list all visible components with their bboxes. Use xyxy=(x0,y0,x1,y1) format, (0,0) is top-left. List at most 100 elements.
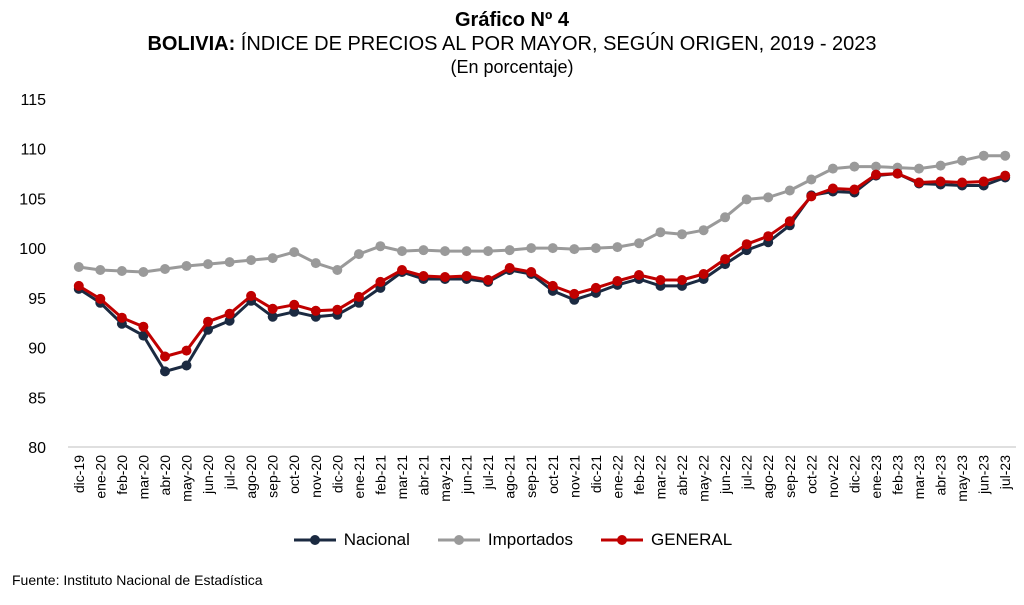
x-tick-label: abr-23 xyxy=(933,455,949,496)
data-point-importados xyxy=(547,243,558,254)
data-point-general xyxy=(267,303,278,314)
data-point-importados xyxy=(181,261,192,271)
y-tick-label: 85 xyxy=(28,390,46,407)
series-importados xyxy=(73,150,1011,277)
data-point-importados xyxy=(655,227,666,238)
data-point-general xyxy=(935,176,946,187)
chart-title-text: ÍNDICE DE PRECIOS AL POR MAYOR, SEGÚN OR… xyxy=(235,33,877,55)
y-tick-label: 100 xyxy=(19,241,46,258)
x-tick-label: ago-22 xyxy=(760,455,776,499)
x-tick-label: dic-19 xyxy=(71,455,87,493)
x-tick-label: may-22 xyxy=(696,455,712,502)
data-point-general xyxy=(741,239,752,250)
data-point-general xyxy=(547,280,558,291)
x-tick-label: sep-22 xyxy=(782,455,798,498)
x-tick-label: dic-20 xyxy=(329,455,345,493)
data-point-general xyxy=(612,276,623,286)
chart-legend: Nacional Importados GENERAL xyxy=(0,530,1024,550)
data-point-importados xyxy=(806,174,817,185)
x-tick-label: nov-20 xyxy=(308,455,324,498)
x-tick-label: ene-22 xyxy=(609,455,625,499)
chart-title-country: BOLIVIA: xyxy=(147,33,236,55)
data-point-general xyxy=(332,304,343,315)
data-point-general xyxy=(914,177,924,188)
data-point-importados xyxy=(634,238,644,249)
data-point-importados xyxy=(310,258,321,269)
legend-label-general: GENERAL xyxy=(650,530,733,549)
y-tick-label: 90 xyxy=(28,341,46,358)
chart-title: BOLIVIA: ÍNDICE DE PRECIOS AL POR MAYOR,… xyxy=(0,32,1024,56)
series-line-nacional xyxy=(77,172,1006,373)
data-point-importados xyxy=(73,262,84,272)
data-point-general xyxy=(116,312,127,323)
y-tick-label: 80 xyxy=(28,440,46,457)
data-point-importados xyxy=(784,185,795,196)
legend-marker-importados xyxy=(437,535,480,545)
data-point-general xyxy=(461,271,472,281)
x-tick-label: jun-21 xyxy=(459,455,475,495)
x-tick-label: oct-22 xyxy=(803,455,819,494)
x-tick-label: oct-21 xyxy=(545,455,561,494)
data-point-general xyxy=(310,305,321,316)
data-point-importados xyxy=(289,247,300,258)
data-point-importados xyxy=(526,243,537,254)
legend-label-nacional: Nacional xyxy=(343,530,410,549)
data-point-importados xyxy=(569,244,580,255)
data-point-general xyxy=(698,269,709,279)
data-point-importados xyxy=(203,259,213,270)
data-point-general xyxy=(375,276,386,287)
x-tick-label: jul-22 xyxy=(739,455,755,490)
legend-item-importados: Importados xyxy=(436,530,573,550)
data-point-general xyxy=(806,191,817,202)
data-point-general xyxy=(440,272,450,282)
x-tick-label: mar-20 xyxy=(135,455,151,500)
x-axis: dic-19 ene-20 feb-20 mar-20 abr-20 may-20 jun-… xyxy=(68,446,1016,502)
data-point-general xyxy=(353,291,364,302)
x-tick-label: feb-20 xyxy=(114,455,130,495)
data-point-general xyxy=(181,345,192,356)
data-point-nacional xyxy=(181,360,192,371)
y-tick-label: 95 xyxy=(28,291,46,308)
x-tick-label: nov-21 xyxy=(566,455,582,498)
data-point-importados xyxy=(461,246,472,257)
data-point-importados xyxy=(957,155,968,166)
x-tick-label: ene-20 xyxy=(92,455,108,499)
data-point-importados xyxy=(332,265,343,275)
data-point-general xyxy=(504,263,515,273)
data-point-general xyxy=(892,168,903,179)
data-point-importados xyxy=(353,249,364,260)
y-axis: 80 85 90 95 100 105 110 115 xyxy=(19,92,46,457)
x-tick-label: dic-22 xyxy=(846,455,862,493)
legend-marker-general xyxy=(600,535,643,545)
data-point-importados xyxy=(827,163,838,174)
chart-subtitle: (En porcentaje) xyxy=(450,57,574,77)
data-point-general xyxy=(634,270,644,280)
data-point-general xyxy=(827,183,838,194)
data-point-general xyxy=(677,275,687,285)
data-point-importados xyxy=(871,161,881,172)
data-point-general xyxy=(289,299,300,310)
data-point-general xyxy=(95,293,106,304)
x-tick-label: oct-20 xyxy=(286,455,302,494)
series-line-importados xyxy=(78,154,1006,274)
data-point-general xyxy=(871,169,881,180)
series-nacional xyxy=(73,168,1011,377)
x-tick-label: abr-21 xyxy=(416,455,432,496)
data-point-importados xyxy=(763,192,774,203)
data-point-general xyxy=(138,321,149,332)
data-point-importados xyxy=(698,225,709,236)
data-point-importados xyxy=(397,246,407,257)
data-point-nacional xyxy=(289,306,300,317)
data-point-nacional xyxy=(267,311,278,322)
data-point-general xyxy=(849,184,860,195)
x-tick-label: feb-21 xyxy=(372,455,388,495)
data-point-importados xyxy=(914,163,924,174)
x-tick-label: nov-22 xyxy=(825,455,841,498)
data-point-importados xyxy=(95,265,106,275)
chart-title-block: Gráfico Nº 4 BOLIVIA: ÍNDICE DE PRECIOS … xyxy=(0,8,1024,79)
series-general xyxy=(73,168,1011,362)
data-point-importados xyxy=(612,242,623,253)
data-point-general xyxy=(418,271,429,281)
data-point-general xyxy=(246,290,257,301)
data-point-general xyxy=(526,267,537,277)
